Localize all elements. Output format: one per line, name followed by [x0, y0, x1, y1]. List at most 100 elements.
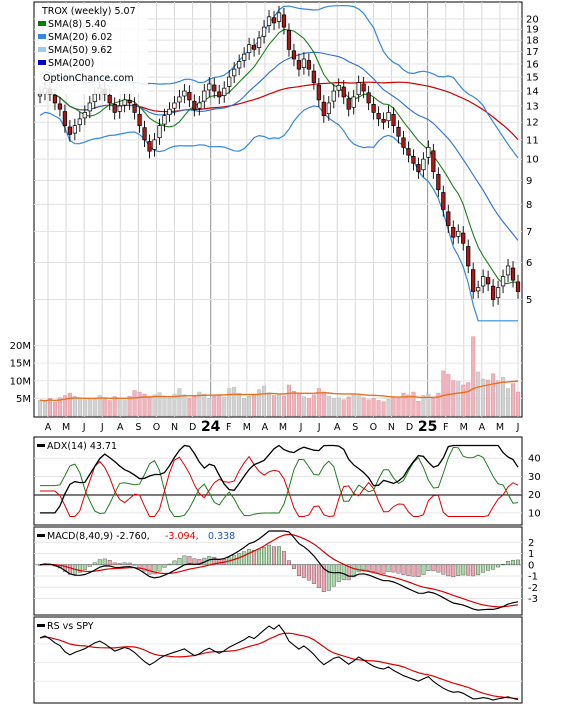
volume-bar: [237, 392, 242, 417]
macd-histogram-bar: [376, 564, 381, 574]
volume-bar: [481, 378, 486, 417]
candle-body: [495, 287, 501, 299]
macd-histogram-bar: [486, 564, 491, 571]
macd-panel-frame: [33, 526, 523, 616]
macd-histogram-bar: [172, 560, 177, 565]
month-label: J: [82, 422, 86, 433]
volume-bar: [232, 386, 237, 417]
candle-body: [431, 150, 436, 173]
month-label: J: [299, 422, 303, 433]
volume-bar: [172, 393, 177, 417]
macd-legend-swatch: [37, 534, 45, 537]
candle-body: [237, 61, 242, 69]
month-label: M: [62, 422, 70, 433]
macd-histogram-bar: [257, 549, 262, 565]
volume-tick-label: 10M: [10, 376, 31, 387]
rs-grid: [34, 643, 522, 682]
month-label: J: [516, 422, 520, 433]
volume-bar: [286, 384, 291, 417]
macd-histogram-bar: [431, 564, 436, 572]
price-tick-label: 18: [526, 36, 539, 47]
macd-histogram-bar: [262, 547, 267, 565]
volume-bar: [376, 400, 381, 417]
legend-title: TROX (weekly) 5.07: [41, 6, 136, 17]
volume-bar: [122, 399, 127, 417]
macd-histogram-bar: [401, 564, 406, 575]
rs-legend-swatch: [37, 624, 45, 627]
candle-body: [67, 126, 72, 135]
macd-histogram-bar: [426, 564, 431, 572]
candle-body: [117, 105, 122, 112]
price-tick-label: 11: [526, 135, 539, 146]
volume-axis-labels: 5M 10M 15M 20M: [10, 341, 31, 405]
volume-bar: [491, 373, 496, 417]
price-tick-label: 13: [526, 102, 539, 113]
candle-body: [441, 192, 446, 210]
month-label: M: [496, 422, 504, 433]
volume-bar: [281, 396, 287, 417]
macd-histogram-bar: [117, 563, 122, 565]
candle-body: [261, 26, 267, 37]
candle-body: [107, 94, 112, 104]
volume-bar: [341, 399, 346, 417]
macd-histogram-bar: [62, 564, 67, 572]
volume-bar: [331, 398, 336, 417]
adx-plus-di-line: [40, 455, 519, 518]
macd-histogram-bar: [506, 561, 511, 565]
volume-bar: [82, 399, 87, 417]
macd-histogram-bar: [82, 564, 87, 571]
volume-bar: [291, 391, 296, 417]
macd-histogram-bar: [476, 564, 481, 576]
macd-histogram-bar: [92, 562, 97, 565]
candle-body: [490, 285, 496, 300]
adx-minus-di-line: [40, 446, 519, 517]
volume-bar: [92, 398, 97, 417]
bollinger-lower-line: [39, 105, 518, 322]
month-label: O: [153, 422, 160, 433]
volume-bar: [406, 394, 411, 417]
rs-line: [39, 624, 519, 701]
candle-body: [451, 226, 456, 238]
month-label: J: [317, 422, 321, 433]
candle-body: [167, 108, 172, 115]
volume-bar: [456, 381, 461, 417]
candle-body: [356, 82, 361, 96]
volume-bar: [416, 400, 421, 417]
candle-body: [137, 113, 142, 126]
macd-signal-line: [39, 533, 519, 608]
month-label: M: [460, 422, 468, 433]
candle-body: [212, 84, 217, 92]
macd-histogram-bar: [301, 564, 306, 578]
macd-histogram-bar: [331, 564, 336, 587]
volume-bar: [107, 400, 112, 417]
candle-body: [187, 91, 192, 101]
macd-histogram-bar: [316, 564, 321, 589]
candle-body: [52, 94, 58, 104]
candle-body: [227, 76, 232, 87]
candle-body: [147, 141, 152, 152]
macd-histogram-bar: [242, 551, 247, 565]
volume-bar: [386, 398, 391, 417]
macd-histogram-bar: [162, 564, 167, 568]
month-label: A: [262, 422, 269, 433]
candle-body: [247, 44, 252, 54]
volume-tick-label: 5M: [16, 394, 31, 405]
adx-line: [40, 444, 519, 514]
volume-bar: [77, 398, 82, 417]
candle-body: [481, 276, 486, 287]
macd-histogram-bar: [446, 564, 451, 577]
macd-histogram-bar: [296, 564, 301, 576]
price-tick-label: 12: [526, 118, 539, 129]
adx-tick-label: 30: [528, 472, 541, 483]
volume-bar: [311, 394, 316, 417]
macd-histogram-bar: [157, 564, 162, 572]
macd-histogram-bar: [212, 557, 217, 565]
volume-bar: [316, 388, 321, 417]
month-label: J: [100, 422, 104, 433]
month-label: 25: [418, 419, 437, 435]
volume-bar: [152, 394, 157, 417]
watermark: OptionChance.com: [43, 73, 134, 84]
candle-body: [456, 231, 461, 237]
macd-histogram-bar: [87, 564, 92, 567]
volume-bar: [262, 385, 267, 417]
